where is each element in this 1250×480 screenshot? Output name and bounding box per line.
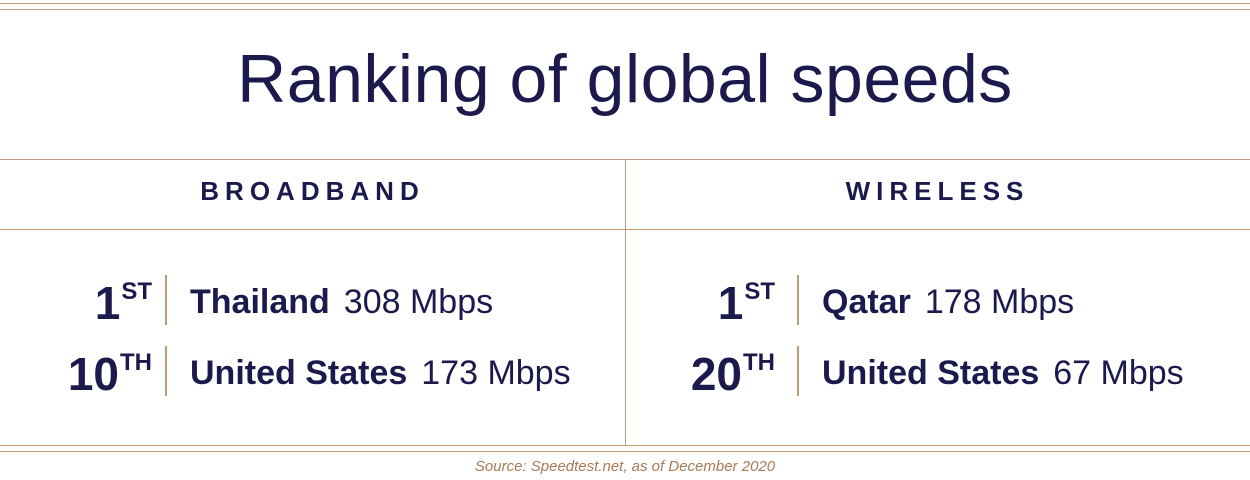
rank-divider [797, 275, 799, 325]
page-title: Ranking of global speeds [237, 41, 1013, 117]
country-name: United States [190, 354, 408, 392]
rank-number: 20 [690, 348, 742, 400]
country-name: Qatar [822, 283, 911, 321]
rank-suffix: ST [744, 278, 775, 305]
entry-broadband-1: Thailand 308 Mbps [190, 285, 493, 319]
source-note: Source: Speedtest.net, as of December 20… [474, 458, 776, 475]
rank-number: 1 [717, 277, 744, 329]
rank-broadband-1: 1ST [94, 277, 152, 329]
rank-suffix: TH [743, 349, 775, 376]
rank-number: 1 [94, 277, 121, 329]
speed-value: 178 Mbps [924, 283, 1075, 321]
speed-value: 308 Mbps [343, 283, 494, 321]
entry-wireless-2: United States 67 Mbps [822, 356, 1184, 390]
rank-divider [165, 275, 167, 325]
rank-divider [797, 346, 799, 396]
top-rule-2 [0, 9, 1250, 10]
rank-divider [165, 346, 167, 396]
broadband-heading: BROADBAND [200, 176, 425, 206]
rank-wireless-2: 20TH [690, 348, 775, 400]
rank-suffix: ST [121, 278, 152, 305]
entry-broadband-2: United States 173 Mbps [190, 356, 571, 390]
speed-value: 173 Mbps [421, 354, 571, 392]
country-name: Thailand [190, 283, 330, 321]
top-rule-1 [0, 3, 1250, 4]
wireless-heading: WIRELESS [845, 176, 1030, 206]
country-name: United States [822, 354, 1040, 392]
bottom-rule-1 [0, 445, 1250, 446]
speed-value: 67 Mbps [1053, 354, 1184, 392]
rank-broadband-2: 10TH [67, 348, 152, 400]
bottom-rule-2 [0, 451, 1250, 452]
rank-suffix: TH [120, 349, 152, 376]
entry-wireless-1: Qatar 178 Mbps [822, 285, 1074, 319]
rank-wireless-1: 1ST [717, 277, 775, 329]
column-divider [625, 159, 626, 445]
rank-number: 10 [67, 348, 119, 400]
